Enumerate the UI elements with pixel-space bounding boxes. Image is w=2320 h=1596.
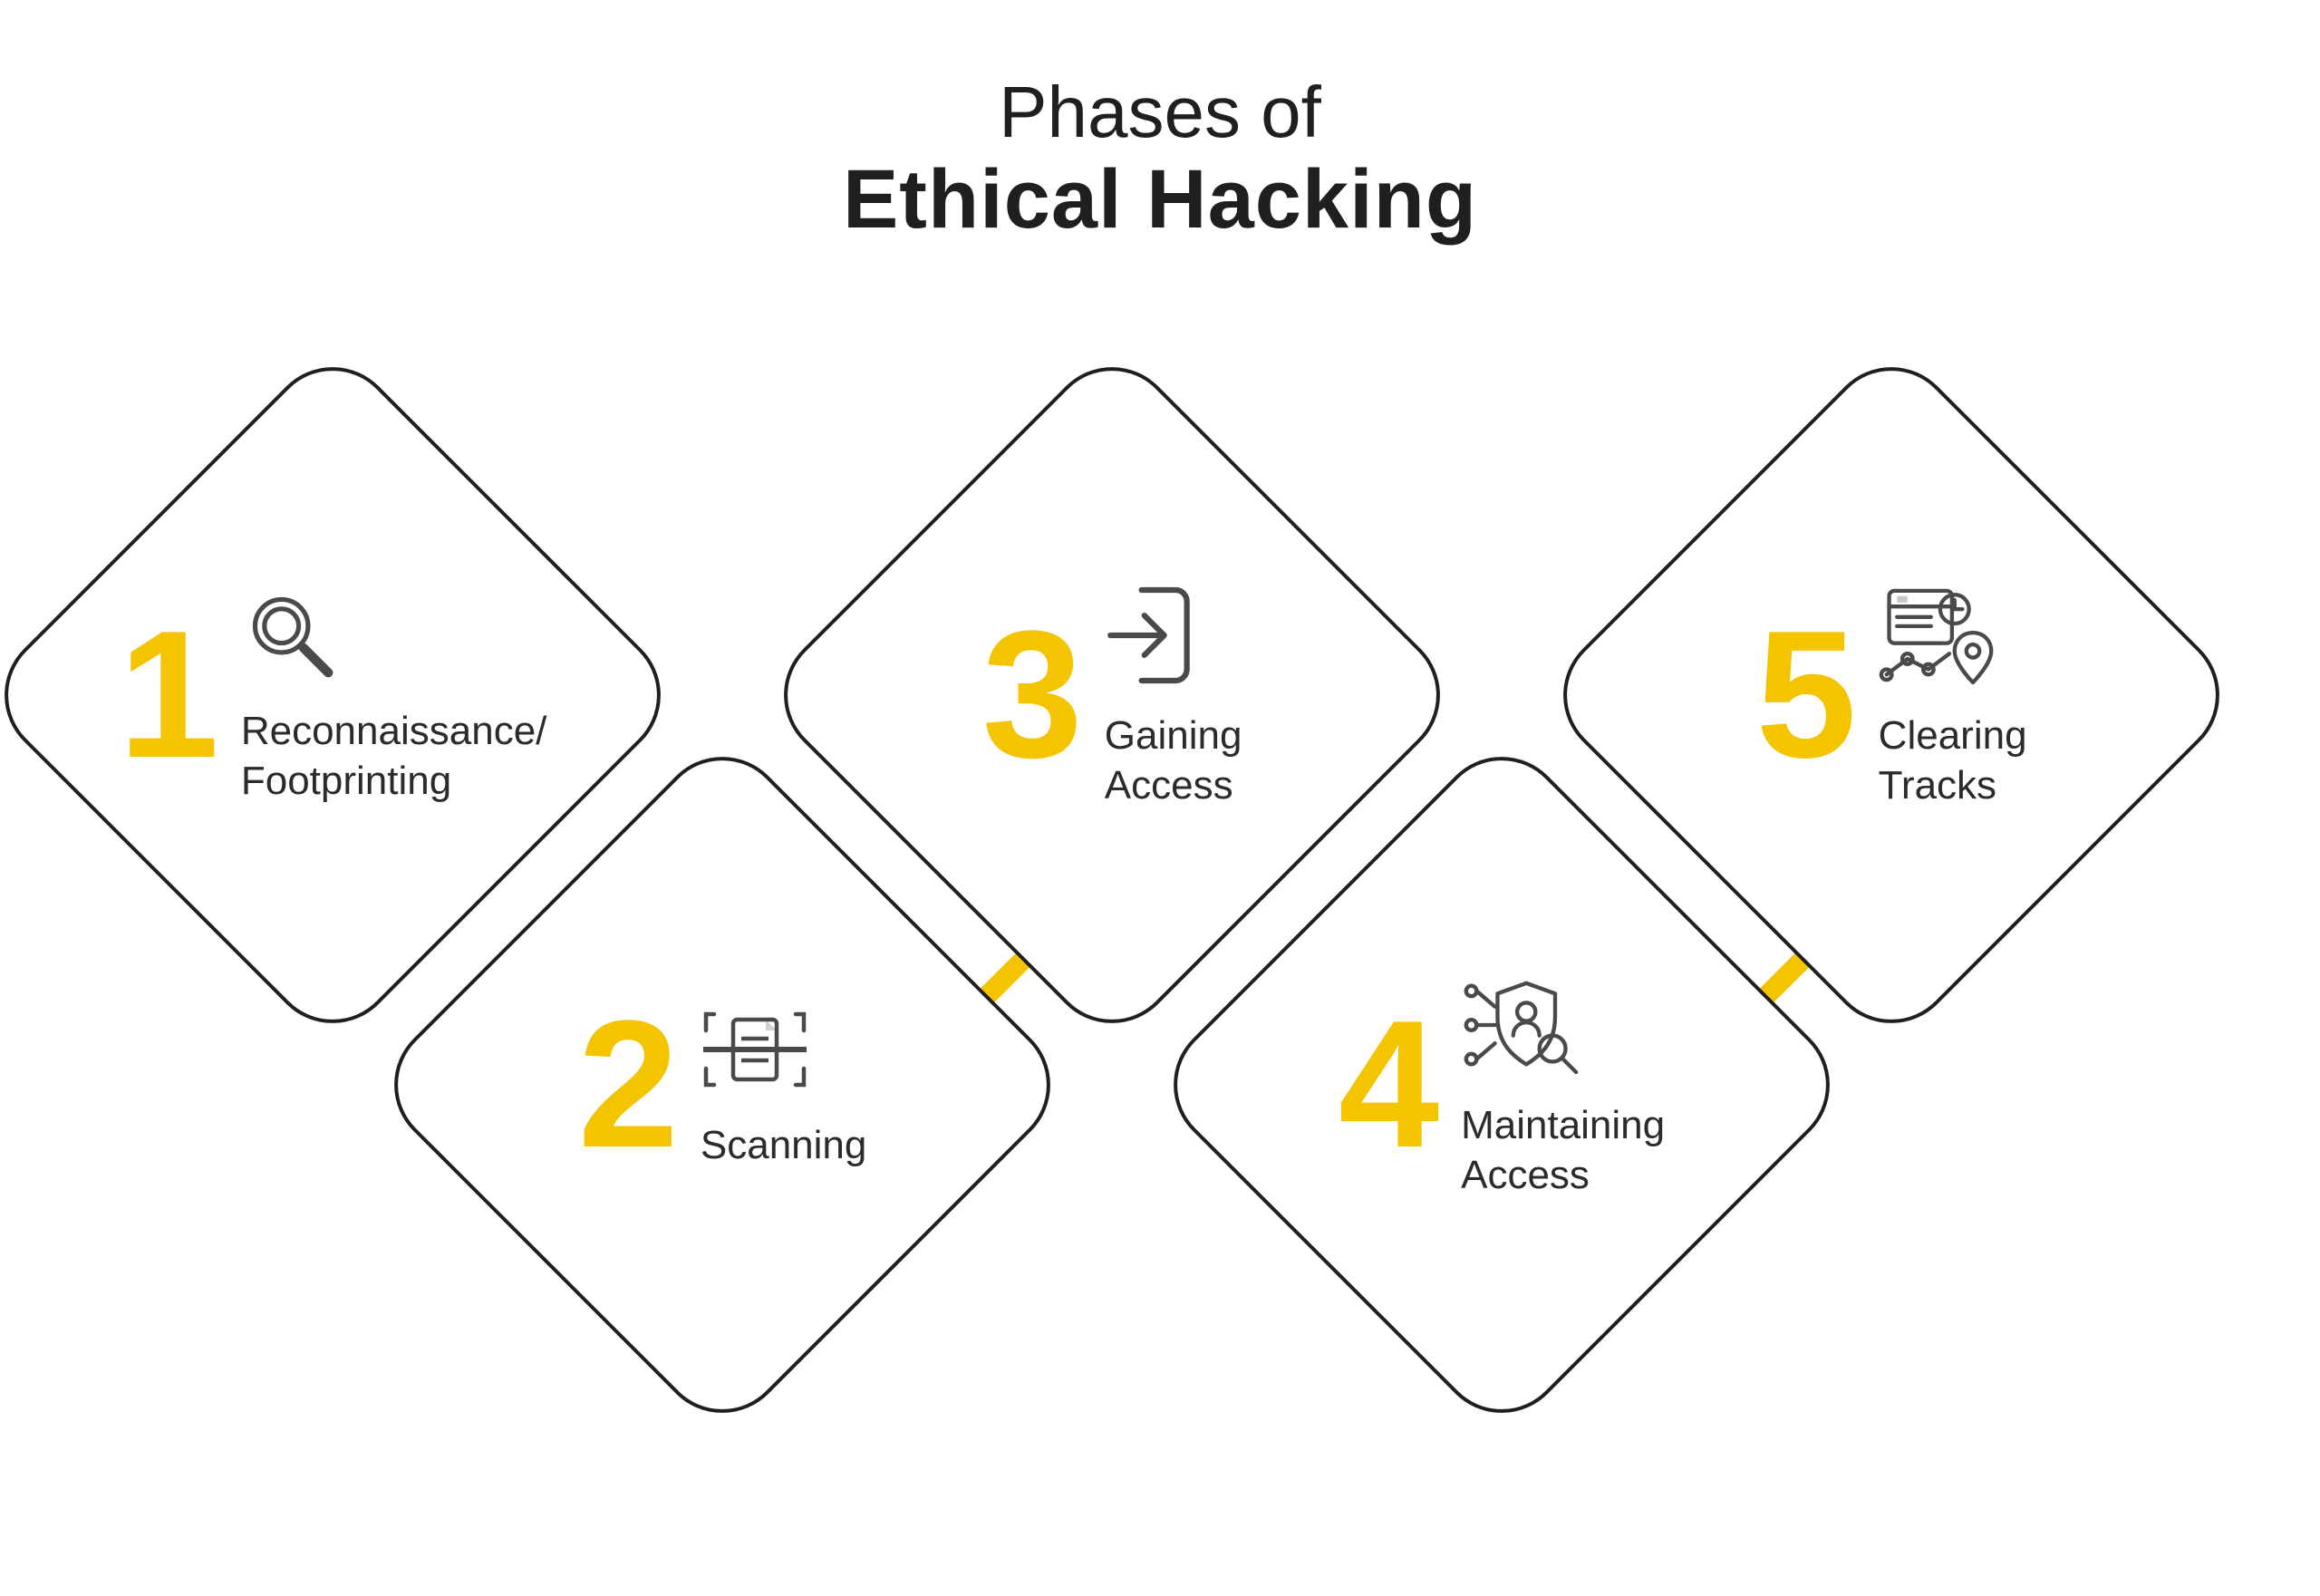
phase-label: MaintainingAccess bbox=[1461, 1100, 1665, 1200]
phase-number: 4 bbox=[1339, 1003, 1436, 1166]
phase-label: Scanning bbox=[701, 1120, 866, 1170]
shield-user-icon bbox=[1461, 971, 1665, 1084]
phase-number: 3 bbox=[982, 614, 1079, 777]
phase-tile: 5 bbox=[1640, 444, 2142, 946]
phase-label: ClearingTracks bbox=[1879, 711, 2027, 810]
tracks-map-icon bbox=[1879, 581, 2027, 694]
phase-number: 5 bbox=[1755, 614, 1852, 777]
phase-label: Reconnaissance/Footprinting bbox=[241, 706, 547, 806]
magnifier-icon bbox=[241, 585, 547, 690]
phase-number: 1 bbox=[119, 614, 216, 777]
enter-arrow-icon bbox=[1105, 581, 1242, 694]
phase-number: 2 bbox=[578, 1003, 675, 1166]
scan-doc-icon bbox=[701, 1000, 866, 1104]
diagram-canvas: 1 Reconnaissance/Footprinting 2 bbox=[0, 0, 2320, 1596]
phase-label: GainingAccess bbox=[1105, 711, 1242, 810]
